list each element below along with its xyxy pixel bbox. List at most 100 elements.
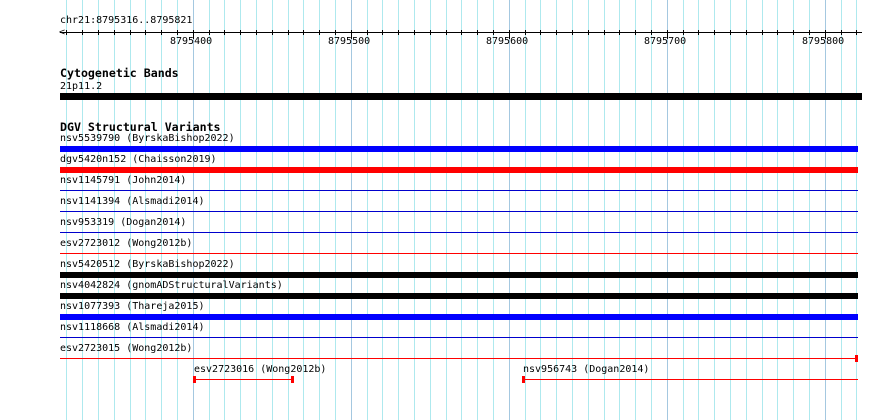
grid-line	[746, 0, 747, 420]
sv-feature-bar[interactable]	[60, 190, 858, 191]
sv-feature-label: esv2723012 (Wong2012b)	[60, 238, 193, 249]
ruler-label: 8795500	[328, 36, 371, 47]
ruler-tick	[809, 30, 810, 35]
ruler-left-arrow-icon: <	[59, 27, 66, 38]
grid-line	[224, 0, 225, 420]
grid-line	[698, 0, 699, 420]
sv-feature-bar[interactable]	[60, 253, 858, 254]
grid-line	[66, 0, 67, 420]
sv-feature-label: dgv5420n152 (Chaisson2019)	[60, 154, 217, 165]
ruler-tick	[698, 30, 699, 35]
ruler-tick	[130, 30, 131, 35]
ruler-tick	[683, 30, 684, 35]
grid-line	[635, 0, 636, 420]
grid-line	[98, 0, 99, 420]
grid-line	[825, 0, 826, 420]
ruler-tick	[777, 30, 778, 35]
ruler-tick	[82, 30, 83, 35]
sv-feature-bar[interactable]	[194, 379, 294, 380]
sv-feature-bar[interactable]	[60, 167, 858, 173]
grid-line	[209, 0, 210, 420]
grid-line	[82, 0, 83, 420]
grid-line	[841, 0, 842, 420]
sv-feature-bar[interactable]	[60, 146, 858, 152]
sv-feature-bar[interactable]	[60, 337, 858, 338]
grid-line	[809, 0, 810, 420]
ruler-tick	[240, 30, 241, 35]
cytoband-label: 21p11.2	[60, 81, 103, 92]
grid-line	[382, 0, 383, 420]
grid-line	[351, 0, 352, 420]
ruler-tick	[177, 30, 178, 35]
ruler-tick	[588, 30, 589, 35]
grid-line	[303, 0, 304, 420]
sv-feature-bar[interactable]	[60, 314, 858, 320]
ruler-tick	[856, 30, 857, 35]
grid-line	[145, 0, 146, 420]
sv-feature-label: nsv1077393 (Thareja2015)	[60, 301, 205, 312]
grid-line	[525, 0, 526, 420]
ruler-tick	[367, 30, 368, 35]
cytoband-bar[interactable]	[60, 93, 862, 100]
ruler-tick	[98, 30, 99, 35]
ruler-tick	[272, 30, 273, 35]
ruler-tick	[635, 30, 636, 35]
ruler-tick	[446, 30, 447, 35]
location-label: chr21:8795316..8795821	[60, 15, 193, 26]
grid-line	[430, 0, 431, 420]
grid-line	[667, 0, 668, 420]
sv-feature-bar[interactable]	[60, 232, 858, 233]
ruler-tick	[540, 30, 541, 35]
grid-line	[367, 0, 368, 420]
grid-line	[272, 0, 273, 420]
grid-line	[604, 0, 605, 420]
feature-end-cap	[855, 355, 858, 362]
ruler-tick	[303, 30, 304, 35]
sv-feature-label: nsv1118668 (Alsmadi2014)	[60, 322, 205, 333]
ruler-tick	[604, 30, 605, 35]
sv-feature-bar[interactable]	[523, 379, 858, 380]
ruler-tick	[714, 30, 715, 35]
grid-line	[714, 0, 715, 420]
ruler-tick	[525, 30, 526, 35]
grid-line	[572, 0, 573, 420]
sv-feature-bar[interactable]	[60, 211, 858, 212]
ruler-label: 8795600	[486, 36, 529, 47]
grid-line	[240, 0, 241, 420]
ruler-tick	[762, 30, 763, 35]
ruler-tick	[619, 30, 620, 35]
ruler-tick	[572, 30, 573, 35]
ruler-tick	[145, 30, 146, 35]
ruler-tick	[414, 30, 415, 35]
ruler-tick	[319, 30, 320, 35]
ruler-tick	[730, 30, 731, 35]
ruler-tick	[351, 30, 352, 39]
grid-line	[114, 0, 115, 420]
sv-feature-bar[interactable]	[60, 272, 858, 278]
ruler-tick	[746, 30, 747, 35]
grid-line	[446, 0, 447, 420]
sv-feature-label: esv2723015 (Wong2012b)	[60, 343, 193, 354]
grid-line	[509, 0, 510, 420]
ruler-tick	[493, 30, 494, 35]
sv-feature-bar[interactable]	[60, 358, 858, 359]
ruler-tick	[288, 30, 289, 35]
sv-feature-bar[interactable]	[60, 293, 858, 299]
ruler-tick	[461, 30, 462, 35]
ruler-label: 8795800	[802, 36, 845, 47]
ruler-tick	[398, 30, 399, 35]
grid-line	[398, 0, 399, 420]
grid-line	[793, 0, 794, 420]
grid-line	[193, 0, 194, 420]
grid-line	[556, 0, 557, 420]
feature-end-cap	[193, 376, 196, 383]
grid-line	[477, 0, 478, 420]
grid-line	[288, 0, 289, 420]
grid-line	[540, 0, 541, 420]
ruler-tick	[509, 30, 510, 39]
ruler-tick	[224, 30, 225, 35]
sv-feature-label: nsv956743 (Dogan2014)	[523, 364, 650, 375]
ruler-tick	[382, 30, 383, 35]
ruler-label: 8795400	[170, 36, 213, 47]
